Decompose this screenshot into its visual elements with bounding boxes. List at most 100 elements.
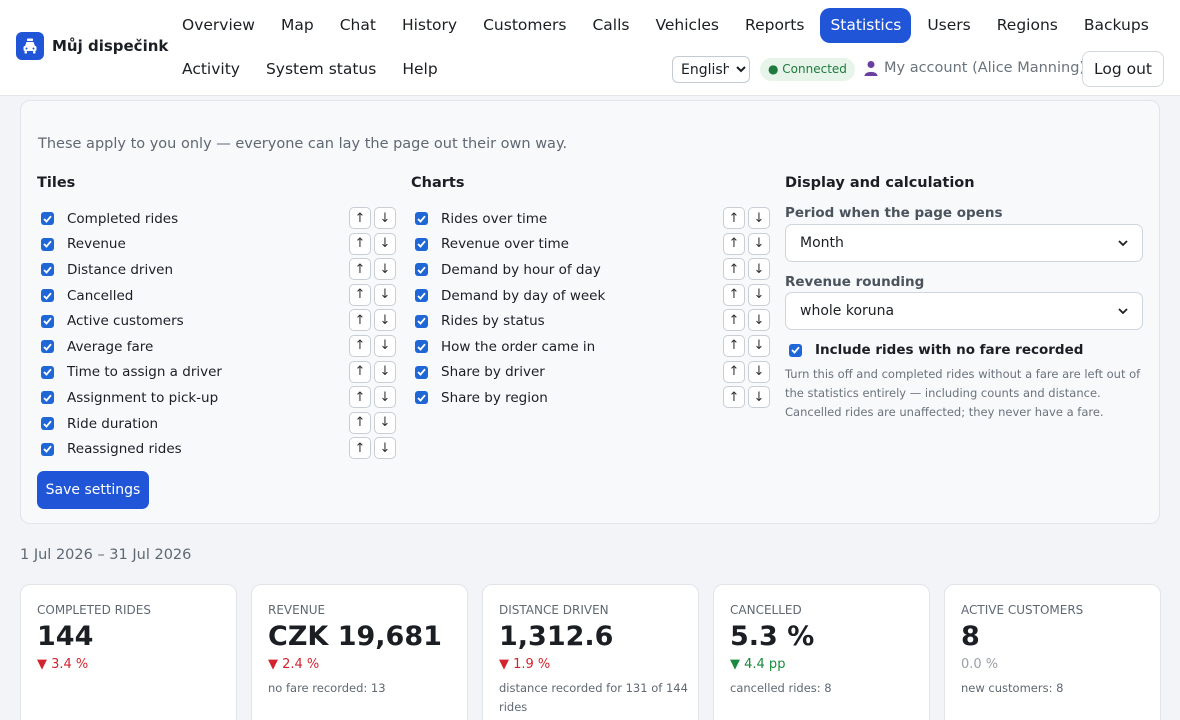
checklist-item-average-fare[interactable]: Average fare ↑ ↓ bbox=[41, 334, 397, 360]
checklist-item-rides-by-status[interactable]: Rides by status ↑ ↓ bbox=[415, 308, 771, 334]
checkbox[interactable] bbox=[41, 289, 54, 303]
nav-backups[interactable]: Backups bbox=[1083, 16, 1149, 34]
rounding-select[interactable]: whole koruna bbox=[785, 292, 1143, 330]
checklist-item-active-customers[interactable]: Active customers ↑ ↓ bbox=[41, 308, 397, 334]
brand[interactable]: Můj dispečink bbox=[16, 32, 168, 60]
move-up-button[interactable]: ↑ bbox=[723, 334, 745, 357]
nav-customers[interactable]: Customers bbox=[483, 16, 567, 34]
move-up-button[interactable]: ↑ bbox=[349, 309, 371, 332]
nav-system-status[interactable]: System status bbox=[265, 60, 377, 78]
move-down-button[interactable]: ↓ bbox=[374, 334, 396, 357]
move-down-button[interactable]: ↓ bbox=[748, 334, 770, 357]
checklist-item-cancelled[interactable]: Cancelled ↑ ↓ bbox=[41, 283, 397, 309]
nav-statistics[interactable]: Statistics bbox=[820, 8, 912, 43]
move-down-button[interactable]: ↓ bbox=[748, 258, 770, 281]
move-down-button[interactable]: ↓ bbox=[748, 360, 770, 383]
include-no-fare-checkbox-row[interactable]: Include rides with no fare recorded bbox=[789, 342, 1083, 358]
checklist-item-rides-over-time[interactable]: Rides over time ↑ ↓ bbox=[415, 206, 771, 232]
tile-label: Completed rides bbox=[37, 603, 151, 617]
nav-users[interactable]: Users bbox=[927, 16, 971, 34]
move-up-button[interactable]: ↑ bbox=[349, 411, 371, 434]
nav-history[interactable]: History bbox=[401, 16, 458, 34]
move-up-button[interactable]: ↑ bbox=[723, 309, 745, 332]
move-down-button[interactable]: ↓ bbox=[374, 437, 396, 460]
move-up-button[interactable]: ↑ bbox=[723, 283, 745, 306]
checkbox[interactable] bbox=[41, 391, 54, 405]
move-up-button[interactable]: ↑ bbox=[349, 334, 371, 357]
checklist-item-reassigned-rides[interactable]: Reassigned rides ↑ ↓ bbox=[41, 436, 397, 462]
nav-vehicles[interactable]: Vehicles bbox=[655, 16, 719, 34]
checklist-item-assignment-to-pick-up[interactable]: Assignment to pick-up ↑ ↓ bbox=[41, 385, 397, 411]
checkbox[interactable] bbox=[415, 212, 428, 226]
checklist-label: Revenue over time bbox=[441, 236, 569, 253]
checklist-item-demand-by-hour-of-day[interactable]: Demand by hour of day ↑ ↓ bbox=[415, 257, 771, 283]
checkbox[interactable] bbox=[415, 289, 428, 303]
checkbox[interactable] bbox=[415, 340, 428, 354]
move-up-button[interactable]: ↑ bbox=[723, 232, 745, 255]
nav-calls[interactable]: Calls bbox=[592, 16, 630, 34]
checkbox[interactable] bbox=[41, 237, 54, 251]
move-down-button[interactable]: ↓ bbox=[374, 386, 396, 409]
move-up-button[interactable]: ↑ bbox=[349, 437, 371, 460]
checkbox[interactable] bbox=[41, 340, 54, 354]
move-up-button[interactable]: ↑ bbox=[349, 258, 371, 281]
move-down-button[interactable]: ↓ bbox=[374, 207, 396, 229]
checklist-label: Assignment to pick-up bbox=[67, 389, 219, 406]
tile-note: distance recorded for 131 of 144 rides bbox=[499, 681, 688, 714]
move-down-button[interactable]: ↓ bbox=[748, 207, 770, 229]
checkbox[interactable] bbox=[415, 391, 428, 405]
checkbox[interactable] bbox=[41, 365, 54, 379]
move-up-button[interactable]: ↑ bbox=[723, 386, 745, 409]
checklist-item-demand-by-day-of-week[interactable]: Demand by day of week ↑ ↓ bbox=[415, 283, 771, 309]
move-down-button[interactable]: ↓ bbox=[748, 283, 770, 306]
nav-overview[interactable]: Overview bbox=[182, 16, 255, 34]
move-up-button[interactable]: ↑ bbox=[349, 386, 371, 409]
checkbox[interactable] bbox=[41, 263, 54, 277]
move-down-button[interactable]: ↓ bbox=[374, 258, 396, 281]
move-down-button[interactable]: ↓ bbox=[748, 309, 770, 332]
checkbox[interactable] bbox=[41, 442, 54, 456]
move-down-button[interactable]: ↓ bbox=[374, 283, 396, 306]
checkbox[interactable] bbox=[415, 263, 428, 277]
move-down-button[interactable]: ↓ bbox=[374, 232, 396, 255]
checklist-item-revenue-over-time[interactable]: Revenue over time ↑ ↓ bbox=[415, 232, 771, 258]
my-account-link[interactable]: My account (Alice Manning) bbox=[864, 60, 1085, 76]
move-down-button[interactable]: ↓ bbox=[374, 411, 396, 434]
move-up-button[interactable]: ↑ bbox=[349, 232, 371, 255]
move-down-button[interactable]: ↓ bbox=[374, 360, 396, 383]
nav-regions[interactable]: Regions bbox=[996, 16, 1058, 34]
move-up-button[interactable]: ↑ bbox=[349, 207, 371, 229]
move-up-button[interactable]: ↑ bbox=[723, 360, 745, 383]
checklist-item-time-to-assign-a-driver[interactable]: Time to assign a driver ↑ ↓ bbox=[41, 360, 397, 386]
nav-help[interactable]: Help bbox=[402, 60, 438, 78]
checklist-item-share-by-driver[interactable]: Share by driver ↑ ↓ bbox=[415, 360, 771, 386]
checkbox[interactable] bbox=[41, 417, 54, 431]
checklist-item-share-by-region[interactable]: Share by region ↑ ↓ bbox=[415, 385, 771, 411]
language-select[interactable]: English bbox=[672, 56, 750, 83]
move-up-button[interactable]: ↑ bbox=[723, 207, 745, 229]
checkbox[interactable] bbox=[41, 314, 54, 328]
checkbox[interactable] bbox=[415, 365, 428, 379]
period-select[interactable]: Month bbox=[785, 224, 1143, 262]
move-down-button[interactable]: ↓ bbox=[748, 232, 770, 255]
checklist-item-how-the-order-came-in[interactable]: How the order came in ↑ ↓ bbox=[415, 334, 771, 360]
checkbox[interactable] bbox=[415, 237, 428, 251]
checkbox[interactable] bbox=[41, 212, 54, 226]
checklist-item-completed-rides[interactable]: Completed rides ↑ ↓ bbox=[41, 206, 397, 232]
move-up-button[interactable]: ↑ bbox=[349, 360, 371, 383]
checklist-item-revenue[interactable]: Revenue ↑ ↓ bbox=[41, 232, 397, 258]
move-down-button[interactable]: ↓ bbox=[748, 386, 770, 409]
nav-map[interactable]: Map bbox=[280, 16, 314, 34]
nav-reports[interactable]: Reports bbox=[745, 16, 805, 34]
checklist-item-distance-driven[interactable]: Distance driven ↑ ↓ bbox=[41, 257, 397, 283]
logout-button[interactable]: Log out bbox=[1082, 51, 1164, 87]
checklist-item-ride-duration[interactable]: Ride duration ↑ ↓ bbox=[41, 411, 397, 437]
move-down-button[interactable]: ↓ bbox=[374, 309, 396, 332]
move-up-button[interactable]: ↑ bbox=[349, 283, 371, 306]
include-no-fare-checkbox[interactable] bbox=[789, 343, 802, 357]
nav-chat[interactable]: Chat bbox=[339, 16, 376, 34]
checkbox[interactable] bbox=[415, 314, 428, 328]
save-settings-button[interactable]: Save settings bbox=[37, 471, 149, 509]
move-up-button[interactable]: ↑ bbox=[723, 258, 745, 281]
nav-activity[interactable]: Activity bbox=[182, 60, 240, 78]
